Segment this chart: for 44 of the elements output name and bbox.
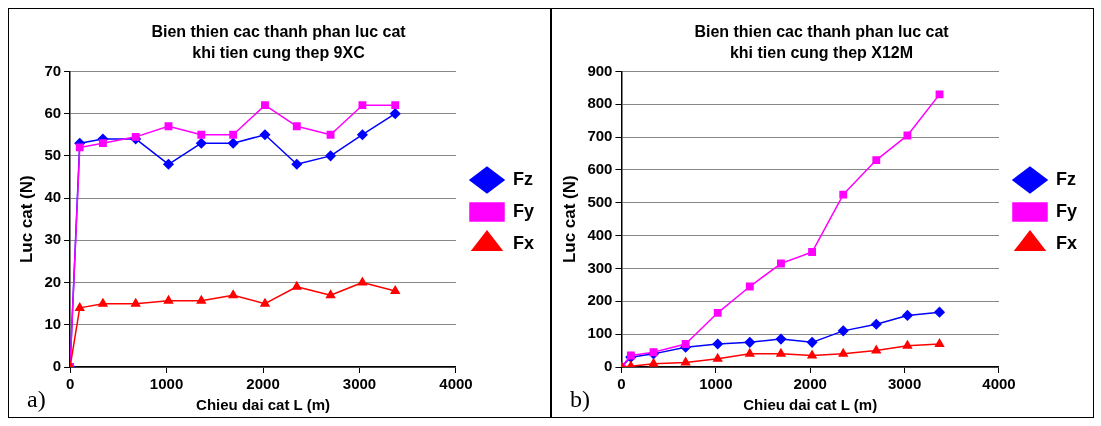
y-tick-label: 200 xyxy=(587,291,613,309)
y-tick-label: 70 xyxy=(44,61,62,79)
text: b) xyxy=(570,386,590,413)
legend-label: Fx xyxy=(1055,232,1078,253)
legend-label: Fy xyxy=(1055,200,1078,221)
y-tick-label: 10 xyxy=(44,314,62,332)
legend-label: Fy xyxy=(512,200,535,221)
y-tick-label: 100 xyxy=(587,324,613,342)
x-tick-label: 3000 xyxy=(887,375,922,393)
legend-label: Fx xyxy=(512,232,535,253)
legend-label: Fz xyxy=(1055,168,1076,189)
y-tick-label: 30 xyxy=(44,230,62,248)
chart-title: Bien thien cac thanh phan luc cat xyxy=(151,23,407,41)
legend-label: Fz xyxy=(512,168,533,189)
x-tick-label: 1000 xyxy=(699,375,733,393)
y-tick-label: 20 xyxy=(44,272,62,290)
x-tick-label: 0 xyxy=(617,375,626,393)
x-tick-label: 2000 xyxy=(793,375,827,393)
x-axis-title: Chieu dai cat L (m) xyxy=(743,396,878,414)
text: a) xyxy=(27,386,46,413)
chart-subtitle: khi tien cung thep 9XC xyxy=(192,44,366,62)
y-tick-label: 900 xyxy=(587,61,613,79)
x-tick-label: 1000 xyxy=(149,375,184,393)
x-tick-label: 0 xyxy=(65,375,75,393)
x-tick-label: 4000 xyxy=(439,375,473,393)
y-axis-title: Luc cat (N) xyxy=(16,175,36,264)
x-axis-title: Chieu dai cat L (m) xyxy=(196,396,330,414)
y-tick-label: 500 xyxy=(587,192,613,210)
y-tick-label: 50 xyxy=(44,146,62,163)
y-tick-label: 300 xyxy=(587,258,613,276)
y-tick-label: 800 xyxy=(587,94,613,112)
x-tick-label: 2000 xyxy=(246,375,280,393)
y-tick-label: 0 xyxy=(52,357,62,375)
y-tick-label: 0 xyxy=(604,357,613,375)
y-tick-label: 600 xyxy=(587,160,613,178)
y-tick-label: 40 xyxy=(44,188,62,206)
chart-title: Bien thien cac thanh phan luc cat xyxy=(694,23,950,41)
chart-subtitle: khi tien cung thep X12M xyxy=(729,44,914,62)
x-tick-label: 3000 xyxy=(342,375,377,393)
y-tick-label: 700 xyxy=(587,127,613,145)
x-tick-label: 4000 xyxy=(982,375,1016,393)
y-tick-label: 60 xyxy=(44,103,62,121)
y-tick-label: 400 xyxy=(587,225,613,243)
y-axis-title: Luc cat (N) xyxy=(559,175,579,264)
